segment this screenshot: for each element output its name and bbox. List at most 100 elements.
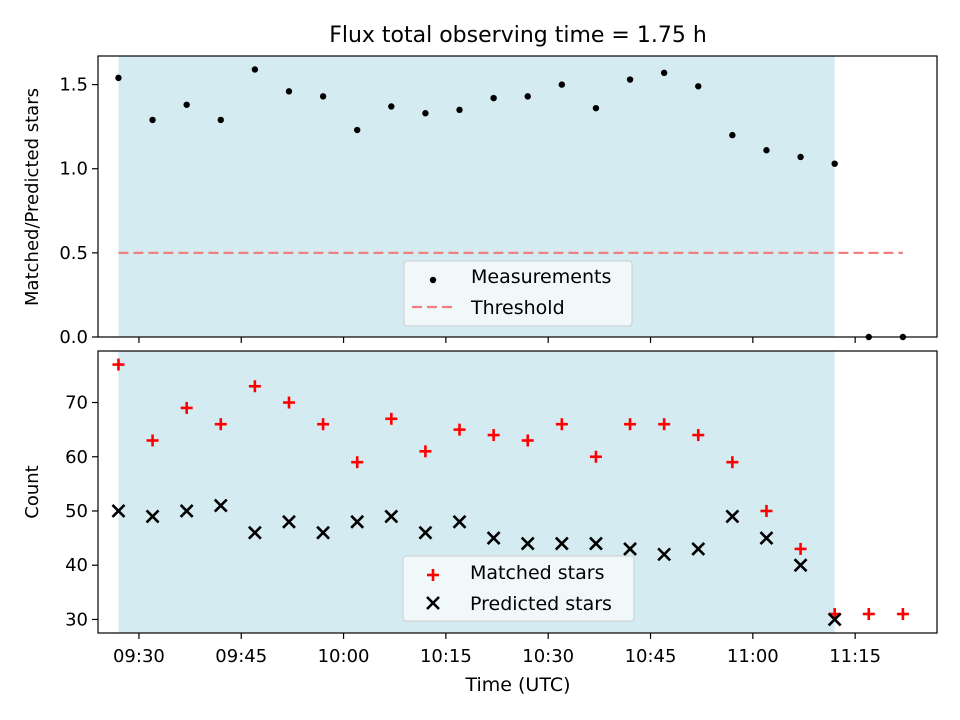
predicted-stars-point [418,525,433,540]
matched-stars-point [760,504,773,517]
predicted-stars-point [589,536,603,551]
matched-stars-point [896,608,909,621]
predicted-stars-point [657,547,672,562]
panel-bottom-frame [97,350,938,634]
matched-stars-point [726,456,739,469]
matched-stars-point [589,450,602,463]
predicted-stars-point [452,514,467,529]
y-tick-label: 1.5 [59,75,88,96]
measurement-point [729,131,736,139]
predicted-stars-point [554,536,569,551]
y-tick-label: 50 [65,501,88,522]
predicted-stars-point [145,509,160,524]
panel-top-ylabel: Matched/Predicted stars [22,88,43,306]
matched-stars-point [794,542,807,555]
predicted-stars-point [793,558,808,573]
x-tick-label: 11:00 [727,646,779,667]
legend-top-box [403,260,633,327]
y-tick-label: 30 [65,609,88,630]
predicted-stars-point [827,612,842,627]
measurement-point [183,101,190,108]
x-tick-label: 10:30 [522,646,574,667]
measurement-point [626,76,634,83]
predicted-stars-point [725,509,740,524]
measurement-point [490,94,497,102]
matched-stars-point [419,445,432,458]
panel-top-legend: Measurements Threshold [403,260,633,327]
legend-predicted-label: Predicted stars [470,593,612,615]
legend-predicted-marker [426,596,440,610]
predicted-stars-point [520,536,535,551]
measurement-point [763,147,770,154]
measurement-point [797,153,804,161]
predicted-stars-point [316,525,331,540]
measurement-point [251,66,259,73]
matched-stars-point [351,456,364,469]
matched-stars-point [214,418,227,431]
measurement-point [660,69,668,77]
y-tick-label: 1.0 [59,159,88,180]
legend-threshold-label: Threshold [470,297,565,319]
y-tick-label: 60 [65,447,88,468]
y-tick-label: 70 [65,393,88,414]
predicted-stars-point [486,531,501,546]
matched-stars-point [282,396,295,409]
legend-bottom-box [402,555,635,622]
panel-bottom: 30 40 50 60 70 09:30 09:45 10:00 10:15 10:30 10:4… [22,350,938,696]
measurement-point [831,160,838,167]
x-axis-label: Time (UTC) [464,674,570,696]
y-tick-label: 40 [65,555,88,576]
x-tick-label: 09:30 [113,646,165,667]
panel-bottom-ylabel: Count [22,465,43,518]
x-tick-label: 11:15 [829,646,881,667]
matched-stars-point [317,418,330,431]
y-tick-label: 0.5 [59,243,88,264]
matched-stars-point [112,358,125,371]
legend-measurements-marker [429,276,437,284]
measurement-point [456,106,463,114]
measurement-point [524,93,531,100]
matched-stars-point [624,418,637,431]
x-tick-label: 10:00 [318,646,370,667]
matched-stars-point [248,380,261,393]
predicted-stars-point [213,498,228,513]
predicted-stars-point [282,514,296,529]
matched-stars-point [521,434,534,447]
y-tick-label: 0.0 [59,327,88,348]
matched-stars-point [555,418,568,431]
legend-matched-marker [427,569,439,581]
measurement-point [354,126,361,134]
predicted-stars-point [623,542,637,556]
measurement-point [422,110,429,117]
matched-stars-point [385,412,398,425]
legend-matched-label: Matched stars [470,562,604,584]
measurement-point [592,104,600,112]
predicted-stars-point [179,504,194,518]
predicted-stars-point [247,525,262,540]
panel-bottom-legend: Matched stars Predicted stars [402,555,635,622]
predicted-stars-point [111,504,126,518]
matched-stars-point [487,429,500,442]
matched-stars-point [862,608,875,621]
predicted-stars-point [691,542,706,556]
matched-stars-point [658,418,671,431]
matched-stars-point [453,423,466,436]
predicted-stars-point [350,514,365,529]
panel-top: 0.0 0.5 1.0 1.5 Matched/Predicted stars Mea… [22,55,938,348]
chart-title: Flux total observing time = 1.75 h [329,23,707,48]
measurement-point [149,116,156,124]
x-tick-label: 10:15 [420,646,472,667]
legend-measurements-label: Measurements [471,266,611,288]
x-tick-label: 10:45 [625,646,677,667]
measurement-point [285,88,293,95]
matched-stars-point [180,401,193,414]
measurement-point [388,103,395,110]
panel-top-frame [97,55,938,338]
matched-stars-point [146,434,159,447]
measurement-point [319,93,327,100]
predicted-stars-point [759,531,774,546]
predicted-stars-point [384,509,399,524]
measurement-point [115,74,122,82]
x-tick-label: 09:45 [215,646,267,667]
measurement-point [558,81,566,88]
